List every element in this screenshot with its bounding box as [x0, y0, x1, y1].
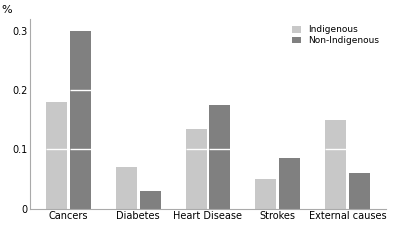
Text: %: % [2, 5, 12, 15]
Bar [140, 191, 160, 209]
Bar [255, 179, 276, 209]
Bar [325, 120, 346, 209]
Bar [349, 173, 370, 209]
Bar [46, 102, 67, 209]
Bar [209, 105, 230, 209]
Legend: Indigenous, Non-Indigenous: Indigenous, Non-Indigenous [291, 24, 381, 47]
Bar [116, 167, 137, 209]
Bar [186, 129, 206, 209]
Bar [70, 31, 91, 209]
Bar [279, 158, 300, 209]
